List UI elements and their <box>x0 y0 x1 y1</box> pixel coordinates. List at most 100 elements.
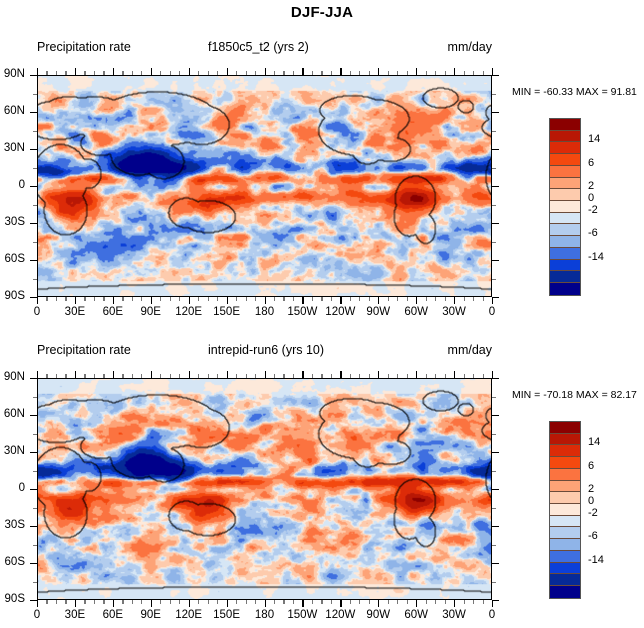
y-tick-major-right <box>492 489 499 491</box>
y-axis-label: 90S <box>4 290 25 302</box>
y-tick-major <box>30 526 37 528</box>
x-tick-minor-top <box>103 71 105 75</box>
x-tick-minor <box>311 297 314 301</box>
colorbar-swatch <box>550 119 580 131</box>
x-tick-major <box>226 600 228 607</box>
colorbar-swatch <box>550 527 580 540</box>
x-tick-major-top <box>264 371 266 378</box>
x-tick-minor <box>283 297 285 301</box>
colorbar-swatch <box>550 259 580 272</box>
x-tick-minor <box>349 297 351 301</box>
y-tick-major-right <box>492 415 499 417</box>
colorbar-swatch <box>550 457 580 469</box>
x-tick-minor-top <box>397 71 399 75</box>
x-axis-label: 30W <box>442 609 466 621</box>
y-tick-minor-right <box>492 204 496 206</box>
x-tick-major-top <box>226 68 228 75</box>
y-tick-minor-right <box>492 433 496 435</box>
colorbar-tick-label: -6 <box>588 227 598 240</box>
colorbar-swatch <box>550 539 580 551</box>
x-tick-major <box>37 297 39 304</box>
x-tick-minor-top <box>131 71 133 75</box>
x-tick-major <box>226 297 228 304</box>
x-tick-minor-top <box>93 71 96 75</box>
x-tick-minor <box>273 297 276 301</box>
x-tick-minor <box>368 600 370 604</box>
x-tick-minor <box>198 600 200 604</box>
x-tick-minor-top <box>84 71 86 75</box>
x-tick-minor-top <box>103 374 105 378</box>
colorbar-bottom <box>549 421 581 599</box>
x-tick-minor-top <box>207 71 209 75</box>
page-title: DJF-JJA <box>290 4 354 21</box>
y-tick-major-right <box>492 378 499 380</box>
x-tick-major-top <box>416 68 418 75</box>
x-tick-minor-top <box>330 71 333 75</box>
x-tick-minor-top <box>169 71 171 75</box>
x-axis-label: 60E <box>102 306 124 318</box>
x-tick-major-top <box>37 68 39 75</box>
x-tick-major <box>188 297 190 304</box>
x-tick-minor <box>444 600 446 604</box>
x-tick-minor <box>397 297 399 301</box>
x-axis-label: 0 <box>488 306 496 318</box>
x-axis-label: 60E <box>102 609 124 621</box>
x-tick-minor-top <box>425 71 427 75</box>
x-tick-minor <box>387 600 389 604</box>
x-tick-major-top <box>340 68 342 75</box>
x-tick-major <box>492 297 494 304</box>
x-axis-label: 120W <box>325 609 356 621</box>
colorbar-swatch <box>550 201 580 213</box>
x-tick-minor-top <box>349 71 351 75</box>
x-tick-major-top <box>340 371 342 378</box>
x-tick-major <box>264 297 266 304</box>
map-canvas-bottom[interactable] <box>37 378 492 600</box>
colorbar-tick-label: 14 <box>588 436 601 449</box>
y-tick-minor <box>33 396 37 398</box>
y-axis-label: 30S <box>4 216 25 228</box>
x-tick-minor <box>46 600 48 604</box>
x-tick-major <box>302 600 304 607</box>
x-tick-minor-top <box>122 374 124 378</box>
x-axis-label: 120E <box>175 609 203 621</box>
colorbar-swatch <box>550 247 580 260</box>
x-tick-minor-top <box>131 374 133 378</box>
x-tick-minor-top <box>245 374 247 378</box>
x-tick-minor-top <box>55 374 58 378</box>
x-axis-label: 0 <box>33 609 41 621</box>
y-tick-major <box>30 223 37 225</box>
x-tick-minor <box>84 297 86 301</box>
x-tick-minor-top <box>141 71 143 75</box>
x-tick-minor-top <box>473 71 475 75</box>
map-canvas-top[interactable] <box>37 75 492 297</box>
x-tick-minor <box>359 297 361 301</box>
x-tick-minor-top <box>311 374 314 378</box>
x-tick-minor <box>217 297 219 301</box>
x-axis-label: 150E <box>213 306 240 318</box>
x-tick-minor-top <box>65 71 67 75</box>
x-tick-minor-top <box>425 374 427 378</box>
y-tick-major <box>30 452 37 454</box>
x-tick-minor <box>482 297 484 301</box>
y-tick-minor <box>33 544 37 546</box>
x-tick-major <box>112 600 115 607</box>
x-tick-minor-top <box>198 374 200 378</box>
x-tick-minor <box>65 297 67 301</box>
x-tick-minor-top <box>387 71 389 75</box>
x-tick-minor <box>406 600 408 604</box>
y-tick-major-right <box>492 297 499 299</box>
x-tick-minor <box>387 297 389 301</box>
y-tick-minor-right <box>492 241 496 243</box>
x-tick-major <box>416 600 418 607</box>
colorbar-swatch <box>550 480 580 493</box>
x-tick-major-top <box>150 68 152 75</box>
x-tick-minor-top <box>179 71 181 75</box>
x-axis-label: 0 <box>33 306 41 318</box>
colorbar-swatch <box>550 271 580 284</box>
x-tick-major-top <box>37 371 39 378</box>
x-axis-label: 60W <box>404 609 428 621</box>
x-tick-major-top <box>416 371 418 378</box>
x-tick-minor <box>368 297 370 301</box>
y-tick-minor-right <box>492 167 496 169</box>
y-tick-major <box>30 186 37 188</box>
